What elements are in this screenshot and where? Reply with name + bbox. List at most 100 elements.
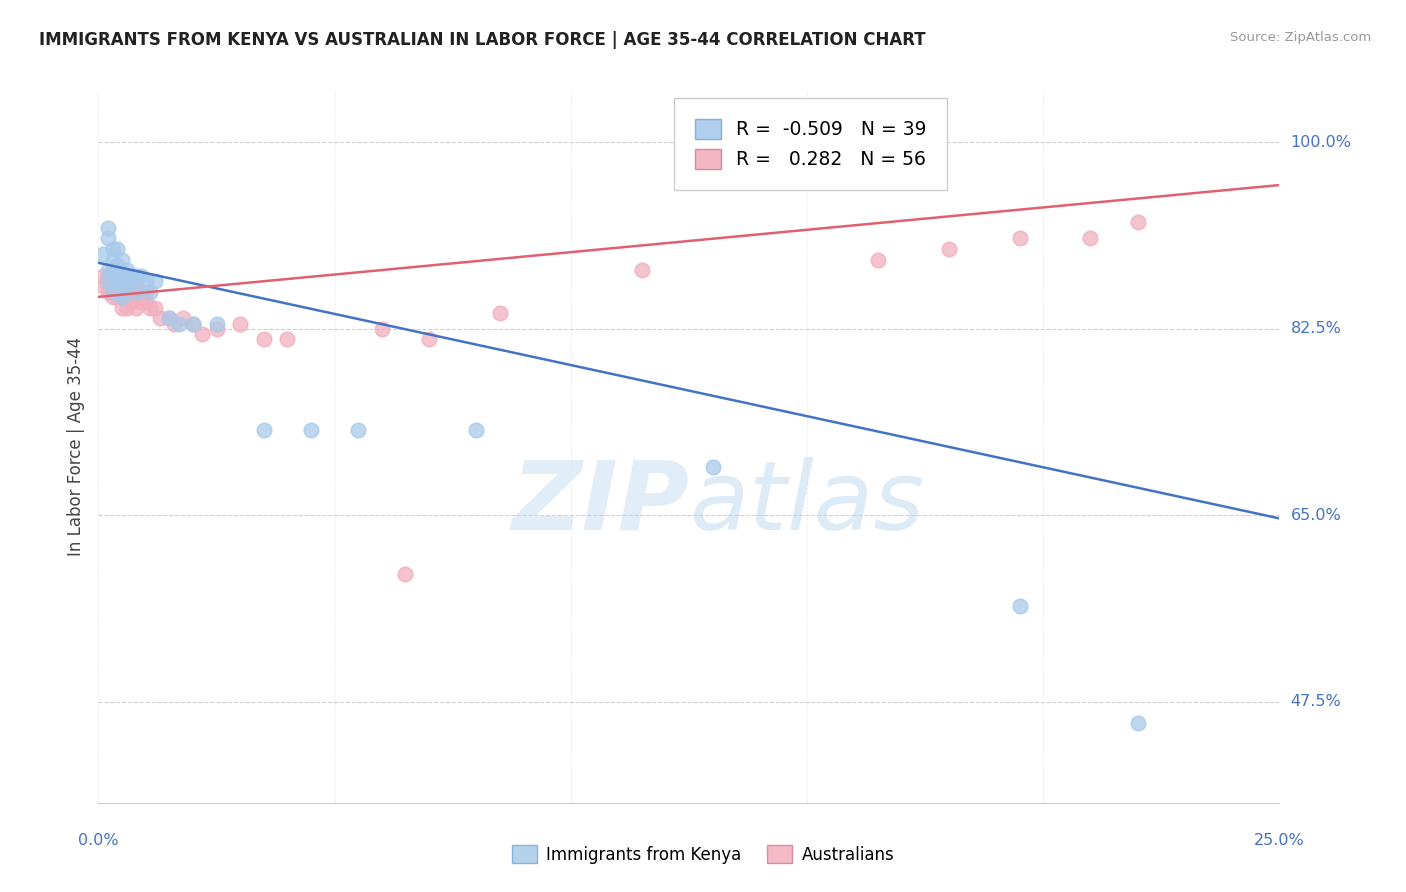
Y-axis label: In Labor Force | Age 35-44: In Labor Force | Age 35-44 [66,336,84,556]
Text: ZIP: ZIP [510,457,689,549]
Point [91,268,114,283]
Point [229,317,252,331]
Point [143,274,166,288]
Text: 47.5%: 47.5% [1291,694,1341,709]
Point [115,274,138,288]
Point [347,423,370,437]
Point [97,279,120,293]
Point [101,252,124,267]
Text: 82.5%: 82.5% [1291,321,1341,336]
Point [101,268,124,283]
Point [111,301,134,315]
Point [157,311,180,326]
Point [938,242,960,256]
Legend: Immigrants from Kenya, Australians: Immigrants from Kenya, Australians [505,838,901,871]
Point [101,268,124,283]
Point [1080,231,1102,245]
Point [135,285,157,299]
Point [253,333,276,347]
Point [115,263,138,277]
Point [181,317,204,331]
Point [121,274,143,288]
Point [97,285,120,299]
Point [125,290,148,304]
Point [125,279,148,293]
Point [125,268,148,283]
Point [394,566,416,581]
Point [1008,599,1031,613]
Point [105,285,128,299]
Text: 25.0%: 25.0% [1254,833,1305,848]
Point [105,268,128,283]
Point [121,268,143,283]
Text: 0.0%: 0.0% [79,833,118,848]
Point [101,285,124,299]
Point [101,263,124,277]
Point [129,295,152,310]
Point [105,290,128,304]
Point [630,263,652,277]
Point [111,252,134,267]
Point [866,252,889,267]
Text: 65.0%: 65.0% [1291,508,1341,523]
Point [111,279,134,293]
Point [1126,715,1149,730]
Text: IMMIGRANTS FROM KENYA VS AUSTRALIAN IN LABOR FORCE | AGE 35-44 CORRELATION CHART: IMMIGRANTS FROM KENYA VS AUSTRALIAN IN L… [39,31,927,49]
Point [115,301,138,315]
Point [135,295,157,310]
Point [139,285,162,299]
Point [205,317,228,331]
Point [371,322,394,336]
Point [276,333,298,347]
Point [105,242,128,256]
Point [489,306,512,320]
Point [97,220,120,235]
Point [163,317,186,331]
Point [101,279,124,293]
Point [101,242,124,256]
Point [149,311,172,326]
Text: 100.0%: 100.0% [1291,135,1351,150]
Point [105,274,128,288]
Point [105,258,128,272]
Point [115,268,138,283]
Point [97,231,120,245]
Point [97,263,120,277]
Point [91,247,114,261]
Point [111,274,134,288]
Point [702,460,724,475]
Point [299,423,322,437]
Point [105,268,128,283]
Point [111,290,134,304]
Point [181,317,204,331]
Text: Source: ZipAtlas.com: Source: ZipAtlas.com [1230,31,1371,45]
Point [418,333,440,347]
Point [105,274,128,288]
Point [121,295,143,310]
Point [125,301,148,315]
Point [111,268,134,283]
Point [157,311,180,326]
Point [1008,231,1031,245]
Point [97,268,120,283]
Point [115,279,138,293]
Point [139,301,162,315]
Point [135,274,157,288]
Point [125,285,148,299]
Text: atlas: atlas [689,457,924,549]
Point [121,285,143,299]
Point [121,274,143,288]
Point [97,274,120,288]
Point [115,290,138,304]
Point [129,285,152,299]
Point [191,327,214,342]
Point [111,290,134,304]
Point [101,285,124,299]
Point [205,322,228,336]
Point [111,285,134,299]
Legend: R =  -0.509   N = 39, R =   0.282   N = 56: R = -0.509 N = 39, R = 0.282 N = 56 [682,106,939,182]
Point [91,279,114,293]
Point [97,274,120,288]
Point [111,268,134,283]
Point [143,301,166,315]
